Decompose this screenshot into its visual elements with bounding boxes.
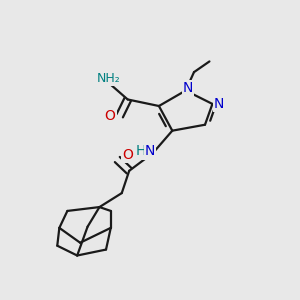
Text: N: N bbox=[145, 145, 155, 158]
Text: NH₂: NH₂ bbox=[97, 72, 120, 85]
Text: O: O bbox=[105, 109, 116, 123]
Text: H: H bbox=[136, 145, 146, 158]
Text: O: O bbox=[122, 148, 133, 162]
Text: N: N bbox=[214, 97, 224, 111]
Text: N: N bbox=[183, 81, 193, 95]
